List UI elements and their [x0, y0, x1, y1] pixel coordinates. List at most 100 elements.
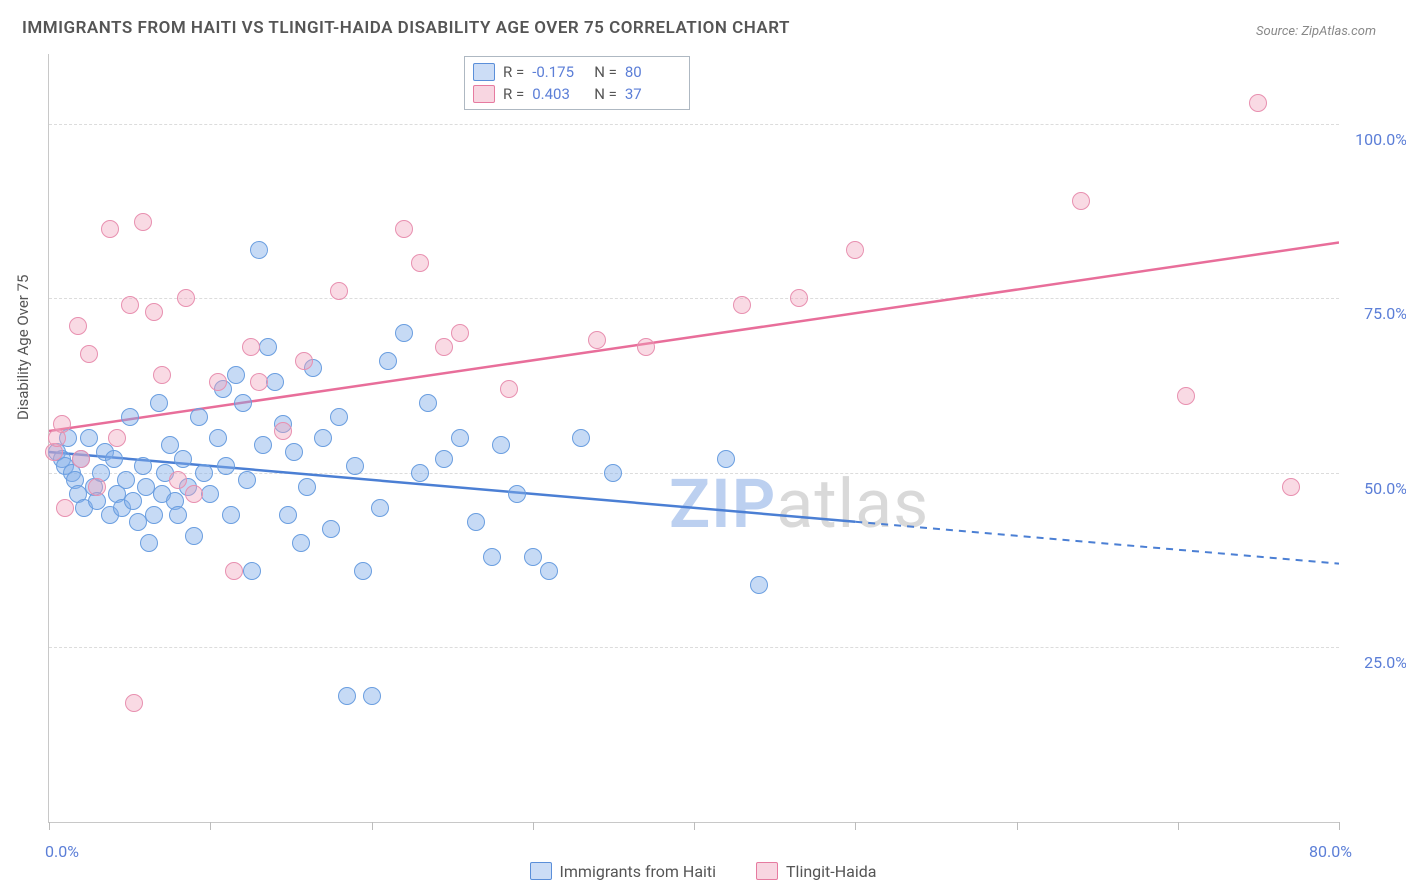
point-haiti [254, 436, 272, 454]
source-label: Source: [1256, 24, 1301, 39]
point-haiti [483, 548, 501, 566]
point-tlingit [274, 422, 292, 440]
point-tlingit [1249, 94, 1267, 112]
point-haiti [411, 464, 429, 482]
x-tick [1017, 822, 1018, 830]
point-haiti [508, 485, 526, 503]
x-tick [855, 822, 856, 830]
y-tick-label: 75.0% [1364, 304, 1406, 323]
point-haiti [201, 485, 219, 503]
r-label: R = [503, 83, 524, 105]
watermark: ZIPatlas [669, 464, 929, 544]
point-tlingit [56, 499, 74, 517]
n-value-haiti: 80 [625, 61, 679, 83]
point-tlingit [121, 296, 139, 314]
gridline [49, 298, 1339, 299]
point-haiti [330, 408, 348, 426]
point-haiti [451, 429, 469, 447]
point-haiti [140, 534, 158, 552]
legend-label-haiti: Immigrants from Haiti [560, 862, 716, 881]
point-tlingit [108, 429, 126, 447]
point-haiti [169, 506, 187, 524]
gridline [49, 647, 1339, 648]
point-haiti [222, 506, 240, 524]
point-tlingit [145, 303, 163, 321]
point-haiti [292, 534, 310, 552]
legend-item-tlingit: Tlingit-Haida [756, 862, 876, 881]
point-haiti [238, 471, 256, 489]
x-tick [533, 822, 534, 830]
point-haiti [195, 464, 213, 482]
point-tlingit [395, 220, 413, 238]
x-tick [1339, 822, 1340, 830]
gridline [49, 124, 1339, 125]
point-haiti [243, 562, 261, 580]
point-tlingit [225, 562, 243, 580]
point-tlingit [177, 289, 195, 307]
point-tlingit [733, 296, 751, 314]
r-label: R = [503, 61, 524, 83]
point-tlingit [295, 352, 313, 370]
point-haiti [314, 429, 332, 447]
x-tick [1178, 822, 1179, 830]
point-haiti [217, 457, 235, 475]
n-value-tlingit: 37 [625, 83, 679, 105]
point-tlingit [451, 324, 469, 342]
point-haiti [540, 562, 558, 580]
chart-title: IMMIGRANTS FROM HAITI VS TLINGIT-HAIDA D… [22, 18, 790, 38]
point-haiti [134, 457, 152, 475]
point-tlingit [637, 338, 655, 356]
point-tlingit [153, 366, 171, 384]
n-label: N = [594, 61, 617, 83]
point-tlingit [846, 241, 864, 259]
watermark-atlas: atlas [776, 464, 929, 544]
swatch-blue-icon [473, 63, 495, 81]
legend-row-tlingit: R = 0.403 N = 37 [473, 83, 679, 105]
point-haiti [379, 352, 397, 370]
point-haiti [150, 394, 168, 412]
r-value-tlingit: 0.403 [532, 83, 586, 105]
point-haiti [467, 513, 485, 531]
point-tlingit [88, 478, 106, 496]
watermark-zip: ZIP [669, 464, 776, 544]
point-tlingit [1177, 387, 1195, 405]
point-tlingit [242, 338, 260, 356]
point-tlingit [250, 373, 268, 391]
point-haiti [298, 478, 316, 496]
plot-area: ZIPatlas 25.0%50.0%75.0%100.0%0.0%80.0% [48, 54, 1339, 823]
point-haiti [266, 373, 284, 391]
point-haiti [124, 492, 142, 510]
point-haiti [363, 687, 381, 705]
bottom-legend: Immigrants from Haiti Tlingit-Haida [0, 862, 1406, 885]
point-haiti [209, 429, 227, 447]
point-tlingit [185, 485, 203, 503]
point-tlingit [125, 694, 143, 712]
correlation-legend: R = -0.175 N = 80 R = 0.403 N = 37 [464, 56, 690, 110]
point-haiti [354, 562, 372, 580]
point-haiti [234, 394, 252, 412]
swatch-blue-icon [530, 862, 552, 880]
point-tlingit [169, 471, 187, 489]
point-haiti [121, 408, 139, 426]
point-haiti [338, 687, 356, 705]
point-haiti [524, 548, 542, 566]
point-haiti [419, 394, 437, 412]
source-attribution: Source: ZipAtlas.com [1256, 24, 1376, 39]
point-haiti [227, 366, 245, 384]
point-haiti [117, 471, 135, 489]
point-tlingit [500, 380, 518, 398]
swatch-pink-icon [756, 862, 778, 880]
n-label: N = [594, 83, 617, 105]
y-axis-title: Disability Age Over 75 [14, 275, 32, 420]
x-tick-label: 0.0% [45, 842, 79, 861]
point-tlingit [209, 373, 227, 391]
point-tlingit [53, 415, 71, 433]
point-tlingit [1072, 192, 1090, 210]
point-haiti [750, 576, 768, 594]
x-tick [210, 822, 211, 830]
point-tlingit [330, 282, 348, 300]
point-tlingit [435, 338, 453, 356]
x-tick [49, 822, 50, 830]
point-haiti [145, 506, 163, 524]
y-tick-label: 25.0% [1364, 653, 1406, 672]
